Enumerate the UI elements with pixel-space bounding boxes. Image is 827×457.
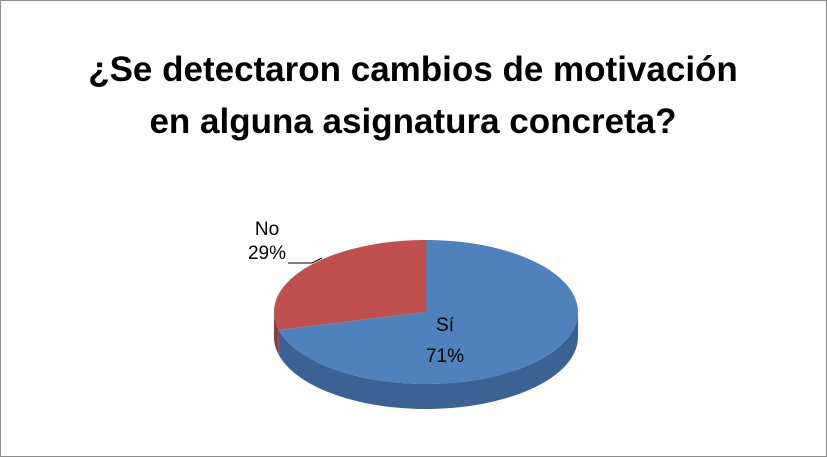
pie-slice bbox=[278, 240, 578, 384]
pie-side bbox=[274, 312, 279, 355]
slice-value-label: 71% bbox=[426, 346, 464, 367]
chart-title: ¿Se detectaron cambios de motivación en … bbox=[88, 50, 738, 141]
pie-slice bbox=[274, 240, 426, 330]
leader-line bbox=[288, 257, 323, 264]
pie-side bbox=[278, 312, 578, 409]
slice-category-label: Sí bbox=[436, 315, 455, 336]
slice-value-label: 29% bbox=[248, 243, 286, 264]
slice-category-label: No bbox=[255, 219, 279, 240]
